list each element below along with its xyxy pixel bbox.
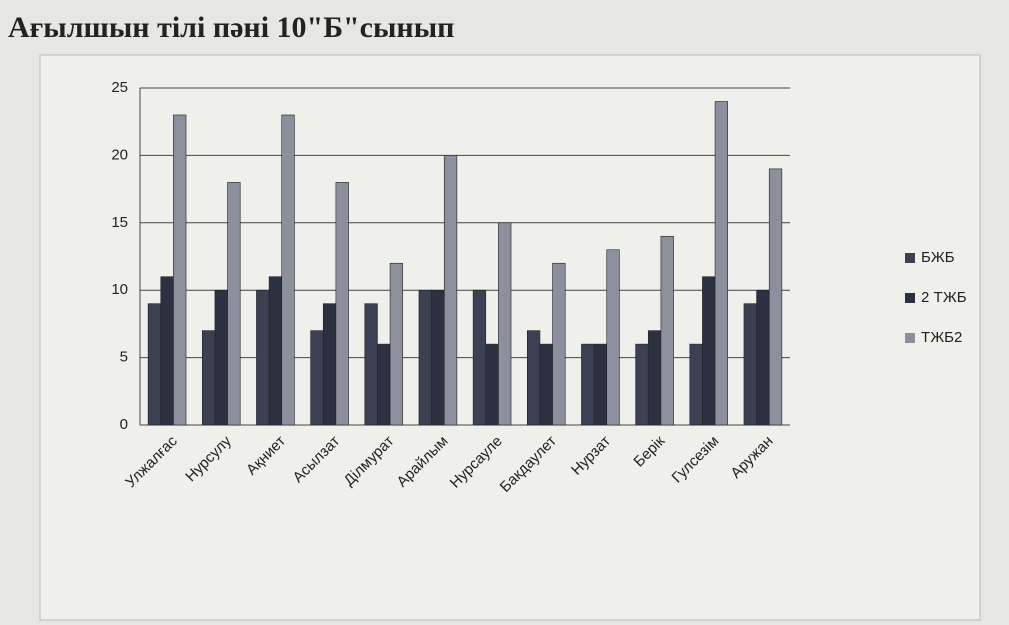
y-tick-label: 20 <box>111 146 128 163</box>
bar <box>214 289 228 426</box>
bar <box>714 101 729 426</box>
bar <box>364 303 378 426</box>
bar <box>160 276 174 426</box>
legend-swatch <box>905 333 915 343</box>
bar <box>389 262 404 426</box>
y-tick-label: 10 <box>111 281 128 298</box>
bar <box>539 343 553 426</box>
bar <box>443 155 458 426</box>
legend-label: БЖБ <box>921 249 955 266</box>
bar <box>526 330 541 426</box>
y-tick-label: 25 <box>111 79 128 96</box>
bar <box>606 249 620 426</box>
bar <box>322 303 337 426</box>
y-tick-label: 0 <box>120 416 128 433</box>
bar <box>647 330 662 426</box>
bar <box>431 289 445 426</box>
y-tick-label: 5 <box>120 349 128 366</box>
bar <box>689 343 703 426</box>
bar <box>268 276 283 426</box>
legend-label: ТЖБ2 <box>921 329 962 346</box>
legend-label: 2 ТЖБ <box>921 289 967 306</box>
bar <box>281 114 295 426</box>
bar <box>743 303 757 426</box>
bar <box>335 182 349 426</box>
bar <box>552 262 566 426</box>
legend-swatch <box>905 293 915 303</box>
bar <box>702 276 716 426</box>
bar <box>660 235 674 426</box>
y-tick-label: 15 <box>111 214 128 231</box>
bar <box>310 330 324 426</box>
bar <box>173 114 187 426</box>
bar <box>756 289 770 426</box>
bar <box>256 289 270 426</box>
chart-title: Ағылшын тілі пәні 10"Б"сынып <box>8 11 454 44</box>
bar <box>377 343 391 426</box>
bar <box>581 343 595 426</box>
bar <box>768 168 783 426</box>
bar <box>147 303 162 426</box>
bar <box>498 222 512 426</box>
bar <box>227 182 241 426</box>
legend-swatch <box>905 253 915 263</box>
bar <box>201 330 216 426</box>
bar <box>418 289 432 426</box>
bar <box>485 343 499 426</box>
bar <box>635 343 649 426</box>
bar <box>593 343 608 426</box>
bar <box>472 289 487 426</box>
